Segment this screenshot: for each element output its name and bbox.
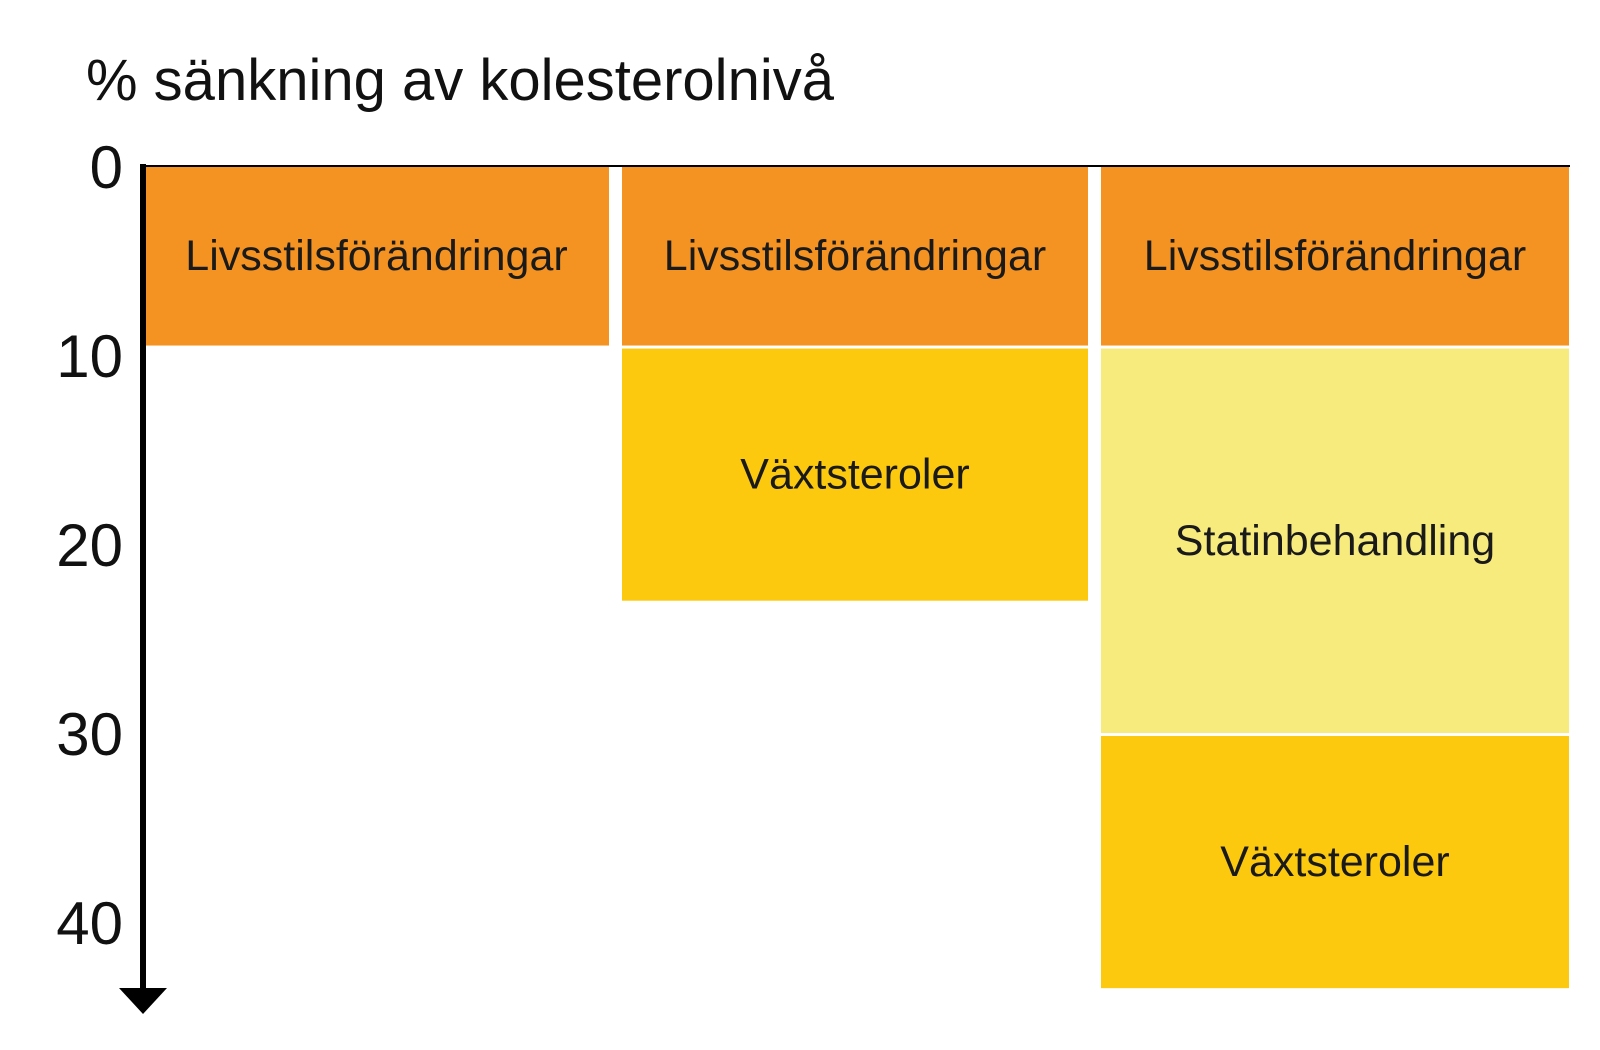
bar-segment-label: Livsstilsförändringar <box>664 232 1046 280</box>
bar-segment-col3-2 <box>1101 348 1569 733</box>
bar-segment-col3-3 <box>1101 736 1569 989</box>
bar-segment-label: Växtsteroler <box>1220 838 1449 886</box>
y-tick-label: 40 <box>56 890 123 957</box>
bars-group: Livsstilsförändringar Livsstilsförändring… <box>144 166 1569 989</box>
y-tick-label: 0 <box>90 134 123 201</box>
bar-segment-col3-1 <box>1101 166 1569 346</box>
y-tick-labels: 0 10 20 30 40 <box>56 134 123 957</box>
bar-segment-col1-1 <box>144 166 609 346</box>
bar-segment-label: Livsstilsförändringar <box>1144 232 1526 280</box>
y-tick-label: 20 <box>56 512 123 579</box>
y-tick-label: 10 <box>56 323 123 390</box>
bar-segment-col2-1 <box>622 166 1088 346</box>
y-axis-arrowhead <box>119 988 167 1014</box>
bar-segment-col2-2 <box>622 348 1088 601</box>
bar-segment-label: Statinbehandling <box>1175 517 1495 565</box>
bar-segment-label: Livsstilsförändringar <box>185 232 567 280</box>
bar-segment-label: Växtsteroler <box>740 451 969 499</box>
y-axis <box>119 164 1570 1014</box>
y-tick-label: 30 <box>56 701 123 768</box>
chart-title: % sänkning av kolesterolnivå <box>86 48 835 113</box>
